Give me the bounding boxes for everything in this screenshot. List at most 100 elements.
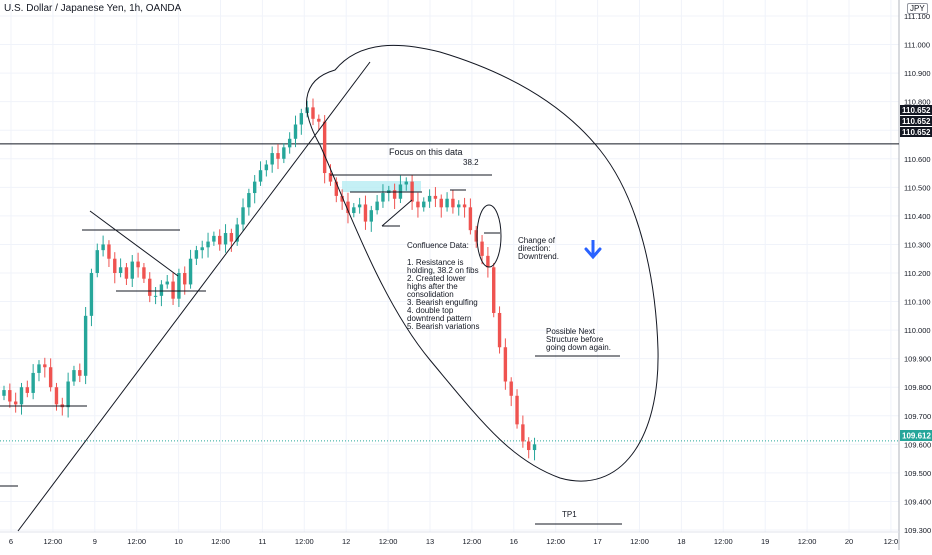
price-tick-label: 110.200	[904, 269, 931, 278]
candle-body	[492, 267, 496, 313]
candle-body	[101, 244, 105, 251]
level-badge-bg-2	[900, 116, 932, 126]
candle-body	[287, 138, 292, 148]
candle-body	[78, 370, 82, 376]
confluence-line-3: 2. Created lower	[407, 274, 466, 283]
candle	[13, 392, 18, 413]
candle-body	[165, 281, 169, 285]
candle	[270, 146, 274, 173]
candle	[153, 286, 158, 305]
focus-ellipse[interactable]	[306, 44, 659, 482]
candle-body	[392, 190, 397, 199]
time-tick-label: 12:00	[295, 537, 314, 546]
time-tick-label: 6	[9, 537, 13, 546]
drawings	[0, 44, 659, 532]
candle	[311, 98, 315, 126]
level-badge-3: 110.652	[902, 128, 931, 137]
candle	[276, 144, 280, 170]
candle	[357, 197, 362, 214]
candle-body	[404, 181, 408, 185]
candle-body	[107, 244, 111, 259]
focus-label: Focus on this data	[389, 147, 463, 157]
candle-body	[317, 118, 321, 122]
candle-body	[340, 195, 344, 202]
candle-body	[369, 210, 373, 222]
confluence-line-2: holding, 38.2 on fibs	[407, 266, 479, 275]
down-arrow-icon	[584, 240, 602, 260]
time-tick-label: 12:00	[714, 537, 733, 546]
candle-body	[183, 273, 187, 285]
candle-body	[118, 267, 123, 273]
candle-body	[31, 372, 35, 393]
time-tick-label: 18	[677, 537, 685, 546]
candle	[8, 383, 12, 408]
candle-body	[311, 107, 315, 119]
candle-body	[66, 381, 70, 408]
candle	[492, 263, 496, 318]
time-tick-label: 20	[845, 537, 853, 546]
candle	[89, 268, 94, 327]
trendline-main[interactable]	[17, 61, 371, 532]
change-ellipse[interactable]	[476, 204, 502, 268]
candle	[439, 194, 443, 218]
candle-body	[136, 261, 140, 268]
level-badge-bg-1	[900, 105, 932, 115]
candle-body	[43, 364, 47, 368]
change-line-3: Downtrend.	[518, 252, 559, 261]
candle-body	[462, 204, 467, 208]
candle-body	[124, 267, 129, 279]
candle	[206, 232, 210, 258]
candle-body	[509, 381, 513, 396]
level-badge-1: 110.652	[902, 106, 931, 115]
candle	[375, 195, 379, 215]
candle-body	[13, 401, 18, 405]
time-axis[interactable]: 6 12:00 9 12:00 10 12:00 11 12:00 12 12:00 13 12:00…	[9, 537, 898, 546]
candle-body	[515, 395, 519, 425]
candle	[142, 263, 146, 283]
candle-body	[445, 198, 449, 208]
level-badge-bg-3	[900, 127, 932, 137]
candle-body	[264, 164, 269, 171]
candle-body	[282, 147, 286, 159]
price-tick-label: 109.600	[904, 440, 931, 449]
candle	[486, 247, 490, 278]
candle-body	[130, 261, 134, 279]
candle	[509, 377, 513, 407]
price-tick-label: 110.400	[904, 212, 931, 221]
wedge-line[interactable]	[381, 199, 413, 227]
candle	[124, 263, 129, 285]
trendline-triangle-top[interactable]	[89, 210, 179, 277]
candle-body	[258, 170, 263, 182]
candle	[369, 205, 373, 232]
price-tick-label: 109.400	[904, 497, 931, 506]
candle-body	[474, 230, 478, 242]
candle-body	[451, 198, 455, 208]
candle	[398, 175, 403, 204]
confluence-line-8: downtrend pattern	[407, 314, 472, 323]
annotation-texts: Focus on this data 38.2 Confluence Data:…	[389, 147, 611, 519]
candle	[293, 115, 298, 148]
time-tick-label: 12:0	[884, 537, 899, 546]
price-axis[interactable]: 111.100111.000110.900110.800110.700110.6…	[904, 12, 931, 535]
candle-body	[375, 201, 379, 211]
candle	[113, 252, 117, 284]
candle-body	[532, 444, 537, 451]
candle	[340, 189, 344, 210]
candle-body	[433, 195, 438, 199]
candle-body	[218, 235, 222, 245]
candle	[433, 187, 438, 208]
candle-body	[293, 124, 298, 139]
candle-body	[468, 207, 473, 231]
candle	[363, 195, 368, 230]
candle-body	[486, 255, 490, 268]
symbol-title[interactable]: U.S. Dollar / Japanese Yen, 1h, OANDA	[4, 3, 182, 14]
price-tick-label: 109.800	[904, 383, 931, 392]
candle	[247, 188, 251, 216]
candle-body	[188, 258, 193, 285]
level-badge-2: 110.652	[902, 117, 931, 126]
candle-body	[480, 241, 484, 256]
candle-body	[177, 273, 181, 299]
candle-body	[142, 267, 146, 279]
